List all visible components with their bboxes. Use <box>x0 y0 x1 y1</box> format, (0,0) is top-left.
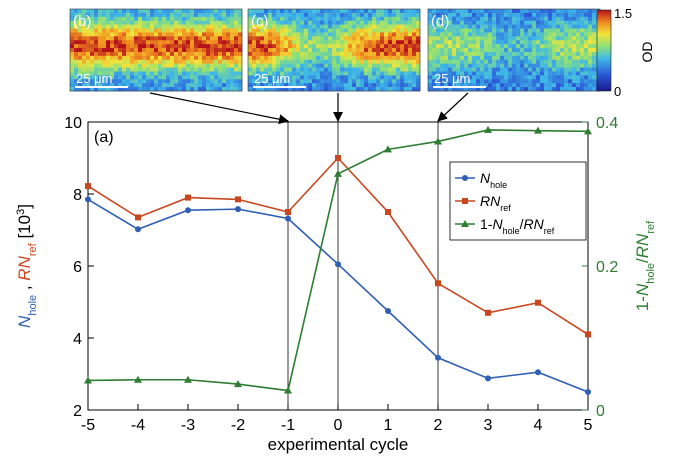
colorbar: 1.5 0 OD <box>596 6 655 99</box>
right-y-tick-label: 0 <box>596 403 605 420</box>
panel-label: (a) <box>94 129 114 146</box>
series-1-point <box>335 155 341 161</box>
inset-2: (d) 25 μm <box>427 8 601 92</box>
legend-swatch-marker <box>462 198 468 204</box>
series-1-point <box>535 299 541 306</box>
inset-scalebar-label: 25 μm <box>76 71 112 86</box>
right-y-axis-label: 1-Nhole/RNref <box>633 220 657 311</box>
inset-arrows <box>149 92 469 125</box>
inset-1: (c) 25 μm <box>247 8 421 92</box>
series-0-point <box>435 354 441 361</box>
inset-frame <box>69 8 243 92</box>
x-axis-label: experimental cycle <box>268 435 409 454</box>
series-2-point <box>484 125 492 133</box>
series-1-point <box>485 309 491 316</box>
series-0-point <box>385 308 391 314</box>
x-tick-label: 3 <box>484 417 493 434</box>
series-2-point <box>184 375 192 383</box>
left-y-tick-label: 2 <box>73 403 82 420</box>
colorbar-min-label: 0 <box>614 84 621 99</box>
series-0-point <box>585 389 591 395</box>
inset-scalebar-label: 25 μm <box>254 71 290 86</box>
series-0-point <box>485 375 491 382</box>
inset-0: (b) 25 μm <box>69 8 243 92</box>
right-y-axis-ticks: 0 0.2 0.4 <box>582 115 618 420</box>
left-y-axis-ticks: 2 4 6 8 10 <box>64 115 94 420</box>
series-1-point <box>235 196 241 203</box>
inset-frame <box>247 8 421 92</box>
legend-entry-0: Nhole <box>480 170 507 190</box>
inset-arrow-0 <box>149 92 289 125</box>
series-1-point <box>385 209 391 215</box>
x-tick-label: -3 <box>181 417 195 434</box>
series-2-point <box>384 145 392 153</box>
series-2-point <box>584 127 592 135</box>
x-tick-label: 0 <box>334 417 343 434</box>
x-tick-label: -2 <box>231 417 245 434</box>
series-2-point <box>534 126 542 134</box>
inset-label: (d) <box>431 13 449 30</box>
x-tick-label: 4 <box>534 417 543 434</box>
series-2-point <box>284 386 292 394</box>
legend-swatch-marker <box>462 175 468 181</box>
series-markers <box>84 125 592 395</box>
colorbar-od-label: OD <box>639 42 655 63</box>
x-axis-ticks: -5 -4 -3 -2 -1 0 1 2 3 4 5 <box>81 404 593 434</box>
series-1-point <box>285 209 291 215</box>
legend-entry-1: RNref <box>480 193 511 213</box>
x-tick-label: 1 <box>384 417 393 434</box>
x-tick-label: -5 <box>81 417 95 434</box>
inset-scalebar-label: 25 μm <box>434 71 470 86</box>
series-2-point <box>134 375 142 383</box>
x-tick-label: -4 <box>131 417 145 434</box>
series-2-point <box>84 376 92 384</box>
left-y-tick-label: 8 <box>73 187 82 204</box>
colorbar-gradient <box>596 9 612 92</box>
right-y-tick-label: 0.2 <box>596 259 618 276</box>
series-1-point <box>135 214 141 221</box>
series-2-point <box>334 169 342 177</box>
legend-entry-2: 1-Nhole/RNref <box>480 216 555 236</box>
legend: Nhole RNref 1-Nhole/RNref <box>449 161 587 241</box>
inset-images: (b) 25 μm (c) 25 μm (d) 25 μm <box>69 8 601 92</box>
series-1-point <box>585 331 591 338</box>
series-1-point <box>435 280 441 287</box>
colorbar-max-label: 1.5 <box>614 6 632 21</box>
series-0-point <box>135 226 141 233</box>
series-0-point <box>85 196 91 203</box>
series-0-point <box>535 369 541 376</box>
series-0-point <box>285 215 291 222</box>
legend-swatch-marker <box>461 220 469 227</box>
series-0-point <box>335 261 341 268</box>
x-tick-label: -1 <box>281 417 295 434</box>
plot-area: -5 -4 -3 -2 -1 0 1 2 3 4 5 2 4 6 8 10 0 0.2 0.4 (a) Nhol… <box>64 115 618 434</box>
series-1-point <box>85 183 91 190</box>
series-1-point <box>185 194 191 201</box>
inset-arrow-2 <box>437 92 469 122</box>
x-tick-label: 5 <box>584 417 593 434</box>
inset-label: (b) <box>73 13 91 30</box>
series-0-point <box>185 207 191 214</box>
left-y-axis-label: Nhole , RNref [103] <box>15 204 39 328</box>
cycle-markers <box>287 122 439 410</box>
left-y-tick-label: 10 <box>64 115 82 132</box>
series-2-point <box>234 380 242 388</box>
right-y-tick-label: 0.4 <box>596 115 618 132</box>
series-0-point <box>235 206 241 213</box>
inset-label: (c) <box>251 13 269 30</box>
series-2-point <box>434 137 442 145</box>
left-y-tick-label: 6 <box>73 259 82 276</box>
x-tick-label: 2 <box>434 417 443 434</box>
left-y-tick-label: 4 <box>73 331 82 348</box>
